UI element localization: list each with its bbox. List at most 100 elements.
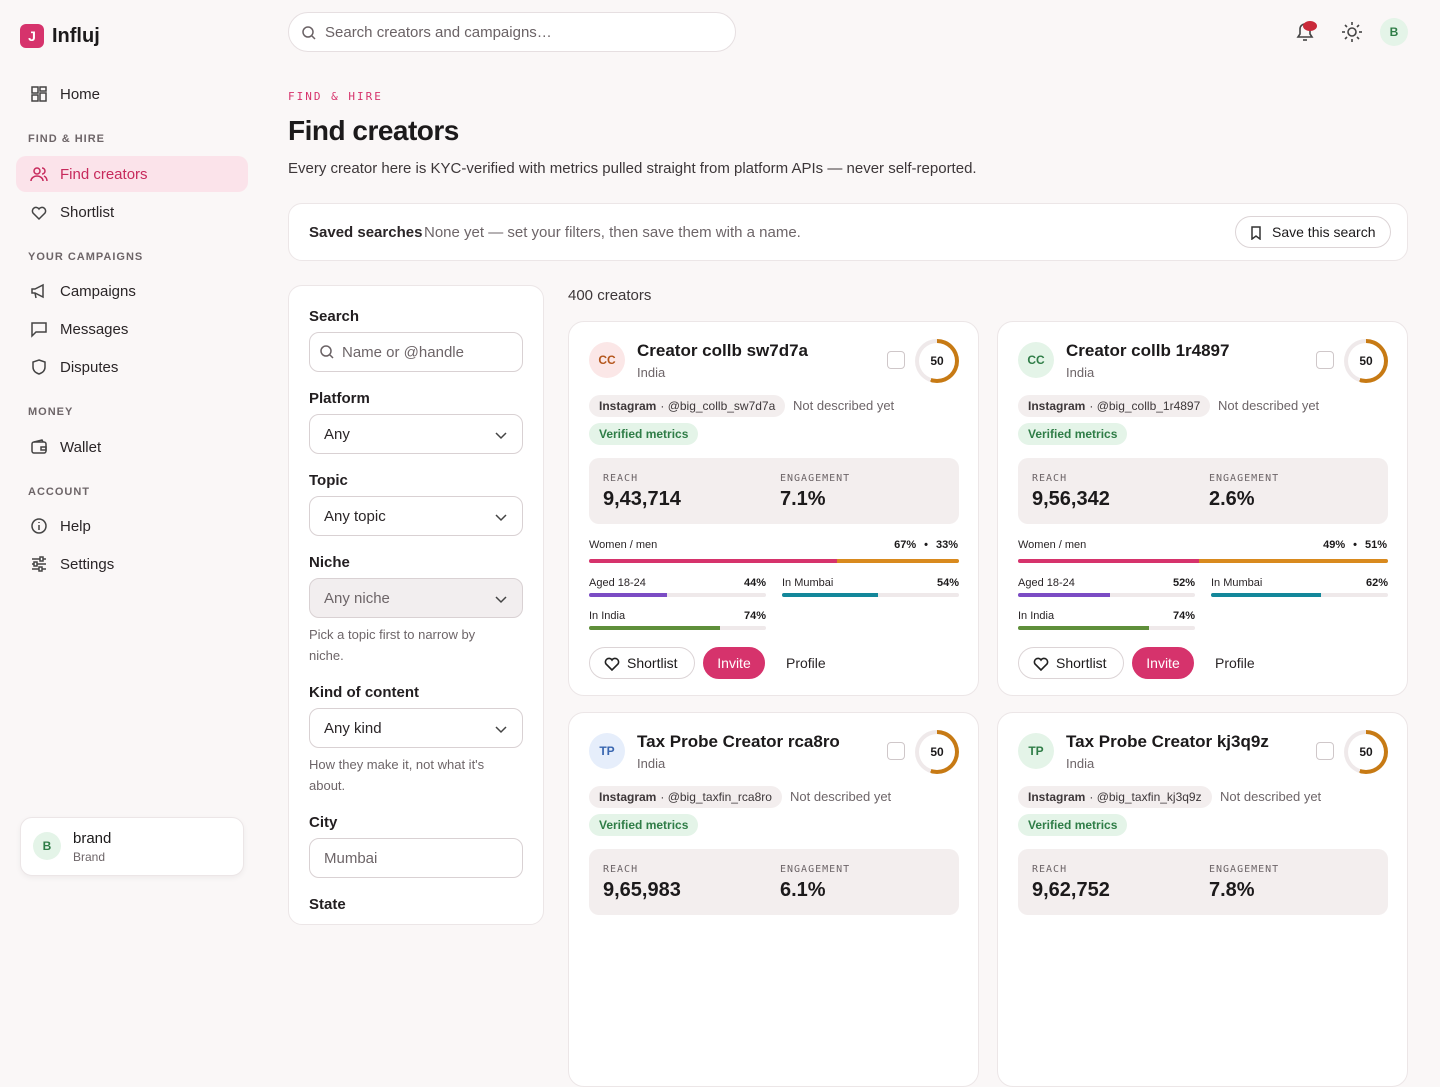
gender-bar: [1018, 559, 1388, 563]
city-value: 54%: [936, 577, 959, 589]
nav-label: Home: [60, 85, 101, 103]
sep: •: [1353, 539, 1357, 551]
filter-label: State: [309, 896, 346, 913]
nav-icon: [31, 439, 47, 454]
invite-button[interactable]: Invite: [1132, 647, 1194, 679]
nav-item[interactable]: Settings: [16, 546, 248, 582]
handle: · @big_taxfin_kj3q9z: [1089, 790, 1202, 804]
creator-card: CC Creator collb 1r4897 India 50 Instagram · …: [997, 321, 1408, 696]
shortlist-button[interactable]: Shortlist: [1018, 647, 1124, 679]
men-bar: [1199, 559, 1388, 563]
nav-item[interactable]: Campaigns: [16, 273, 248, 309]
handle: · @big_taxfin_rca8ro: [660, 790, 772, 804]
filter-input[interactable]: Any kind: [309, 708, 523, 748]
nav-heading: FIND & HIRE: [28, 133, 105, 145]
engagement-value: 7.8%: [1209, 879, 1255, 901]
filter-input[interactable]: Mumbai: [309, 838, 523, 878]
nav-label: Settings: [60, 555, 115, 573]
search-icon: [320, 345, 334, 359]
reach-label: REACH: [1032, 864, 1068, 875]
filter-value: Any: [324, 425, 350, 443]
platform-chip: Instagram · @big_collb_1r4897: [1018, 395, 1211, 417]
creator-avatar: CC: [589, 342, 625, 378]
creator-card: CC Creator collb sw7d7a India 50 Instagram · …: [568, 321, 979, 696]
engagement-label: ENGAGEMENT: [780, 473, 851, 484]
nav-item[interactable]: Messages: [16, 311, 248, 347]
filter-value: Any niche: [324, 589, 390, 607]
filter-input[interactable]: Name or @handle: [309, 332, 523, 372]
nav-item[interactable]: Shortlist: [16, 194, 248, 230]
shortlist-button[interactable]: Shortlist: [589, 647, 695, 679]
filter-input[interactable]: Any: [309, 414, 523, 454]
theme-toggle[interactable]: [1340, 20, 1364, 44]
save-search-button[interactable]: Save this search: [1235, 216, 1391, 248]
handle: · @big_collb_sw7d7a: [660, 399, 776, 413]
nav-item[interactable]: Home: [16, 76, 248, 112]
page-subtitle: Every creator here is KYC-verified with …: [288, 160, 977, 177]
metrics-box: REACH 9,65,983 ENGAGEMENT 6.1%: [589, 849, 959, 915]
nav-label: Wallet: [60, 438, 102, 456]
city-track: [1211, 593, 1388, 597]
shortlist-label: Shortlist: [627, 655, 678, 671]
score-value: 50: [1348, 734, 1384, 770]
shortlist-label: Shortlist: [1056, 655, 1107, 671]
metrics-box: REACH 9,43,714 ENGAGEMENT 7.1%: [589, 458, 959, 524]
nav-item[interactable]: Find creators: [16, 156, 248, 192]
user-card[interactable]: B brand Brand: [20, 817, 244, 876]
women-bar: [589, 559, 837, 563]
filter-value: Mumbai: [324, 849, 378, 867]
profile-link[interactable]: Profile: [786, 655, 826, 671]
creator-description: Not described yet: [1218, 398, 1320, 413]
chevron: [495, 432, 507, 440]
age-value: 52%: [1172, 577, 1195, 589]
nav-label: Shortlist: [60, 203, 115, 221]
creator-location: India: [1066, 756, 1095, 771]
nav-item[interactable]: Wallet: [16, 429, 248, 465]
filter-input[interactable]: Any topic: [309, 496, 523, 536]
verified-badge: Verified metrics: [1018, 423, 1128, 445]
invite-button[interactable]: Invite: [703, 647, 765, 679]
nav-item[interactable]: Disputes: [16, 349, 248, 385]
filter-input[interactable]: Any niche: [309, 578, 523, 618]
bookmark-icon: [1251, 226, 1261, 240]
creator-name: Creator collb 1r4897: [1066, 341, 1230, 360]
account-avatar[interactable]: B: [1380, 18, 1408, 46]
saved-searches: Saved searches None yet — set your filte…: [288, 203, 1408, 261]
nav-label: Campaigns: [60, 282, 136, 300]
filter-label: Platform: [309, 390, 370, 407]
nav-label: Help: [60, 517, 91, 535]
nav-icon: [30, 167, 48, 182]
filter-label: City: [309, 814, 338, 831]
profile-link[interactable]: Profile: [1215, 655, 1255, 671]
platform: Instagram: [1028, 399, 1086, 413]
creator-avatar: TP: [1018, 733, 1054, 769]
men-bar: [836, 559, 959, 563]
filter-label: Search: [309, 308, 360, 325]
notifications[interactable]: [1292, 18, 1320, 44]
filter-value: Any topic: [324, 507, 386, 525]
logo: J: [20, 24, 44, 48]
women-value: 67%: [894, 539, 917, 551]
select-checkbox[interactable]: [1316, 351, 1334, 369]
creator-description: Not described yet: [793, 398, 895, 413]
result-count: 400 creators: [568, 287, 652, 304]
filter-label: Topic: [309, 472, 348, 489]
heart-icon: [1033, 657, 1049, 672]
select-checkbox[interactable]: [887, 742, 905, 760]
age-bar: [589, 593, 667, 597]
score-value: 50: [919, 734, 955, 770]
global-search[interactable]: Search creators and campaigns…: [288, 12, 736, 52]
city-value: 62%: [1365, 577, 1388, 589]
reach-value: 9,43,714: [603, 488, 681, 510]
engagement-value: 7.1%: [780, 488, 826, 510]
score-ring: 50: [915, 730, 959, 774]
nav-heading: ACCOUNT: [28, 486, 90, 498]
creator-avatar: CC: [1018, 342, 1054, 378]
select-checkbox[interactable]: [887, 351, 905, 369]
verified-badge: Verified metrics: [1018, 814, 1128, 836]
nav-label: Disputes: [60, 358, 119, 376]
select-checkbox[interactable]: [1316, 742, 1334, 760]
engagement-value: 6.1%: [780, 879, 826, 901]
filter-label: Kind of content: [309, 684, 419, 701]
nav-item[interactable]: Help: [16, 508, 248, 544]
